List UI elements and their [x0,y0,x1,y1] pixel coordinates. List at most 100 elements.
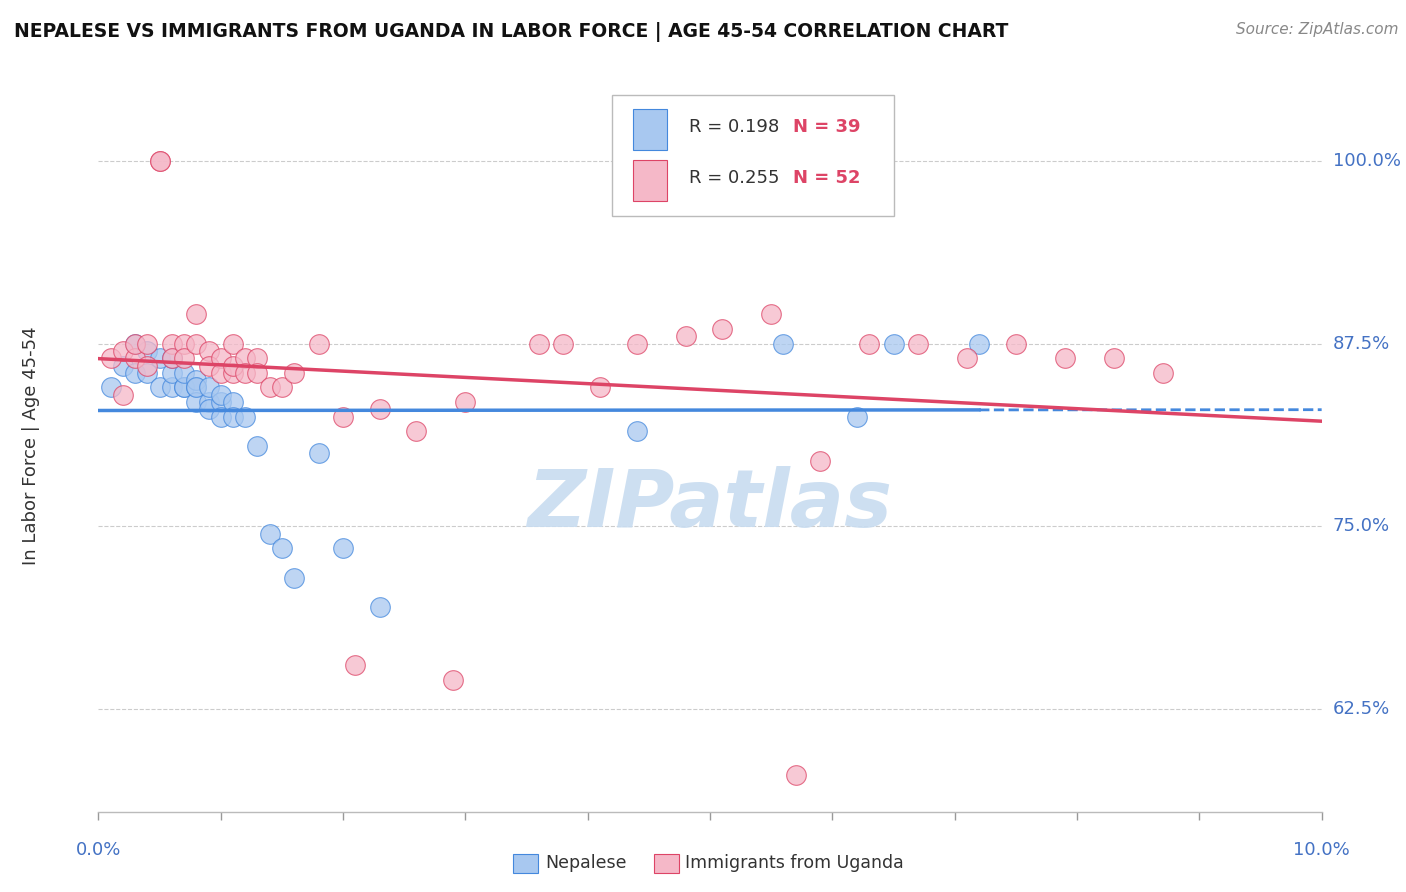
Point [368,599,391,614]
Point [186,395,208,409]
Bar [633,161,668,201]
Point [808,453,831,467]
Point [149,380,172,394]
Point [149,153,172,168]
Point [308,446,330,460]
Point [149,351,172,366]
Point [136,366,159,380]
Point [246,366,269,380]
Point [160,351,183,366]
FancyBboxPatch shape [612,95,894,216]
Point [1152,366,1174,380]
Text: In Labor Force | Age 45-54: In Labor Force | Age 45-54 [22,326,41,566]
Text: 75.0%: 75.0% [1333,517,1391,535]
Point [136,359,159,373]
Point [907,336,929,351]
Point [197,395,219,409]
Point [308,336,330,351]
Point [1053,351,1076,366]
Point [149,153,172,168]
Point [283,571,305,585]
Point [233,366,256,380]
Point [124,366,146,380]
Point [675,329,697,343]
Point [527,336,550,351]
Text: NEPALESE VS IMMIGRANTS FROM UGANDA IN LABOR FORCE | AGE 45-54 CORRELATION CHART: NEPALESE VS IMMIGRANTS FROM UGANDA IN LA… [14,22,1008,42]
Point [209,351,232,366]
Point [197,343,219,358]
Point [173,351,195,366]
Text: 0.0%: 0.0% [76,841,121,859]
Point [186,307,208,321]
Text: ZIPatlas: ZIPatlas [527,466,893,543]
Point [209,395,232,409]
Point [111,343,134,358]
Point [626,336,648,351]
Point [186,380,208,394]
Point [1102,351,1125,366]
Point [186,380,208,394]
Text: R = 0.198: R = 0.198 [689,118,779,136]
Point [222,336,245,351]
Point [626,425,648,439]
Bar [633,110,668,150]
Point [785,768,807,782]
Point [197,402,219,417]
Point [222,409,245,424]
Point [589,380,612,394]
Point [160,366,183,380]
Point [405,425,427,439]
Point [259,526,281,541]
Point [186,336,208,351]
Point [100,351,122,366]
Point [454,395,477,409]
Point [111,388,134,402]
Point [160,336,183,351]
Point [246,351,269,366]
Point [186,373,208,387]
Point [332,541,354,556]
Point [883,336,905,351]
Point [759,307,782,321]
Point [124,336,146,351]
Point [111,359,134,373]
Point [160,380,183,394]
Point [845,409,868,424]
Point [124,336,146,351]
Point [967,336,990,351]
Text: N = 52: N = 52 [793,169,860,186]
Point [173,380,195,394]
Text: N = 39: N = 39 [793,118,860,136]
Point [368,402,391,417]
Point [197,380,219,394]
Point [173,336,195,351]
Point [956,351,979,366]
Point [553,336,575,351]
Point [270,380,292,394]
Point [173,366,195,380]
Point [209,409,232,424]
Point [259,380,281,394]
Point [222,359,245,373]
Point [222,366,245,380]
Text: Source: ZipAtlas.com: Source: ZipAtlas.com [1236,22,1399,37]
Point [344,658,367,673]
Point [283,366,305,380]
Point [858,336,880,351]
Point [772,336,794,351]
Point [332,409,354,424]
Point [441,673,464,687]
Text: R = 0.255: R = 0.255 [689,169,780,186]
Point [711,322,734,336]
Text: 87.5%: 87.5% [1333,334,1391,352]
Point [160,351,183,366]
Point [124,351,146,366]
Text: 10.0%: 10.0% [1294,841,1350,859]
Point [246,439,269,453]
Text: Nepalese: Nepalese [546,855,627,872]
Text: Immigrants from Uganda: Immigrants from Uganda [685,855,904,872]
Point [136,343,159,358]
Point [270,541,292,556]
Point [233,351,256,366]
Text: 100.0%: 100.0% [1333,152,1400,169]
